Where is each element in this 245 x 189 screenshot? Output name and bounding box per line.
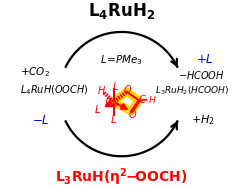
Text: $H$: $H$: [148, 94, 157, 105]
Text: $L$: $L$: [94, 103, 101, 115]
Text: $Ru$: $Ru$: [104, 95, 119, 108]
Text: $O$: $O$: [123, 83, 132, 95]
Text: $-L$: $-L$: [32, 114, 49, 127]
Text: $L_3RuH_2(HCOOH)$: $L_3RuH_2(HCOOH)$: [155, 84, 230, 97]
Text: $O$: $O$: [128, 108, 137, 120]
Text: $C$: $C$: [138, 93, 147, 105]
Text: $L$: $L$: [110, 113, 117, 125]
Text: $+CO_2$: $+CO_2$: [20, 65, 50, 79]
Text: $\mathbf{L_4RuH_2}$: $\mathbf{L_4RuH_2}$: [88, 1, 155, 21]
Text: $+L$: $+L$: [196, 53, 213, 66]
Text: $-HCOOH$: $-HCOOH$: [178, 69, 224, 81]
Text: $H$: $H$: [97, 84, 106, 96]
Text: $L_4RuH(OOCH)$: $L_4RuH(OOCH)$: [20, 84, 88, 98]
Text: $\mathbf{L_3RuH(\eta^2\!\!-\!\!OOCH)}$: $\mathbf{L_3RuH(\eta^2\!\!-\!\!OOCH)}$: [55, 166, 188, 188]
Text: $+H_2$: $+H_2$: [191, 113, 215, 127]
Text: $L$: $L$: [112, 80, 119, 92]
Text: $L\!=\!PMe_3$: $L\!=\!PMe_3$: [100, 53, 143, 67]
